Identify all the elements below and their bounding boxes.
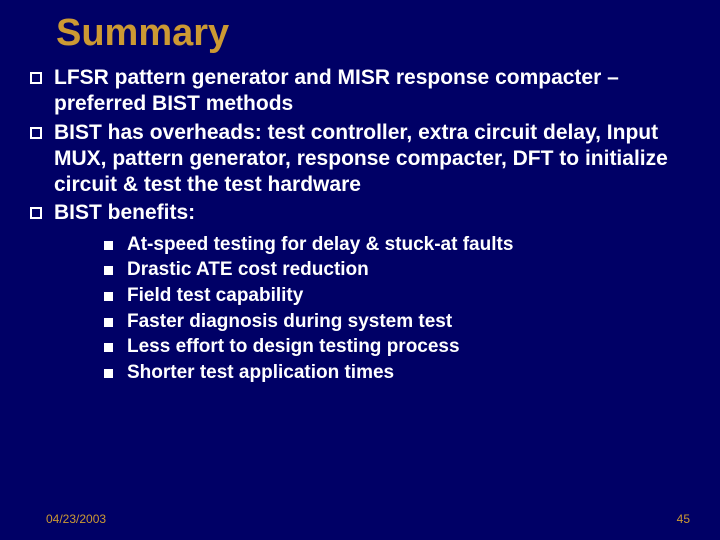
sub-bullet-text: Field test capability bbox=[127, 284, 303, 309]
filled-square-icon bbox=[104, 318, 113, 327]
list-item: BIST has overheads: test controller, ext… bbox=[30, 120, 690, 199]
bullet-text: BIST benefits: bbox=[54, 200, 195, 226]
sub-bullet-text: Shorter test application times bbox=[127, 361, 394, 386]
list-item: BIST benefits: bbox=[30, 200, 690, 226]
list-item: Less effort to design testing process bbox=[104, 335, 690, 360]
list-item: At-speed testing for delay & stuck-at fa… bbox=[104, 233, 690, 258]
sub-bullet-text: Drastic ATE cost reduction bbox=[127, 258, 369, 283]
footer-page-number: 45 bbox=[677, 512, 690, 526]
list-item: Faster diagnosis during system test bbox=[104, 310, 690, 335]
bullet-text: LFSR pattern generator and MISR response… bbox=[54, 65, 690, 118]
filled-square-icon bbox=[104, 343, 113, 352]
filled-square-icon bbox=[104, 292, 113, 301]
hollow-square-icon bbox=[30, 72, 42, 84]
list-item: Field test capability bbox=[104, 284, 690, 309]
sub-bullet-text: Faster diagnosis during system test bbox=[127, 310, 452, 335]
hollow-square-icon bbox=[30, 207, 42, 219]
hollow-square-icon bbox=[30, 127, 42, 139]
bullet-text: BIST has overheads: test controller, ext… bbox=[54, 120, 690, 199]
slide-title: Summary bbox=[0, 0, 720, 55]
sub-bullet-text: Less effort to design testing process bbox=[127, 335, 460, 360]
sub-list: At-speed testing for delay & stuck-at fa… bbox=[30, 229, 690, 386]
filled-square-icon bbox=[104, 266, 113, 275]
filled-square-icon bbox=[104, 241, 113, 250]
sub-bullet-text: At-speed testing for delay & stuck-at fa… bbox=[127, 233, 513, 258]
list-item: LFSR pattern generator and MISR response… bbox=[30, 65, 690, 118]
slide-footer: 04/23/2003 45 bbox=[0, 512, 720, 526]
list-item: Shorter test application times bbox=[104, 361, 690, 386]
footer-date: 04/23/2003 bbox=[46, 512, 106, 526]
slide-content: LFSR pattern generator and MISR response… bbox=[0, 55, 720, 386]
list-item: Drastic ATE cost reduction bbox=[104, 258, 690, 283]
filled-square-icon bbox=[104, 369, 113, 378]
